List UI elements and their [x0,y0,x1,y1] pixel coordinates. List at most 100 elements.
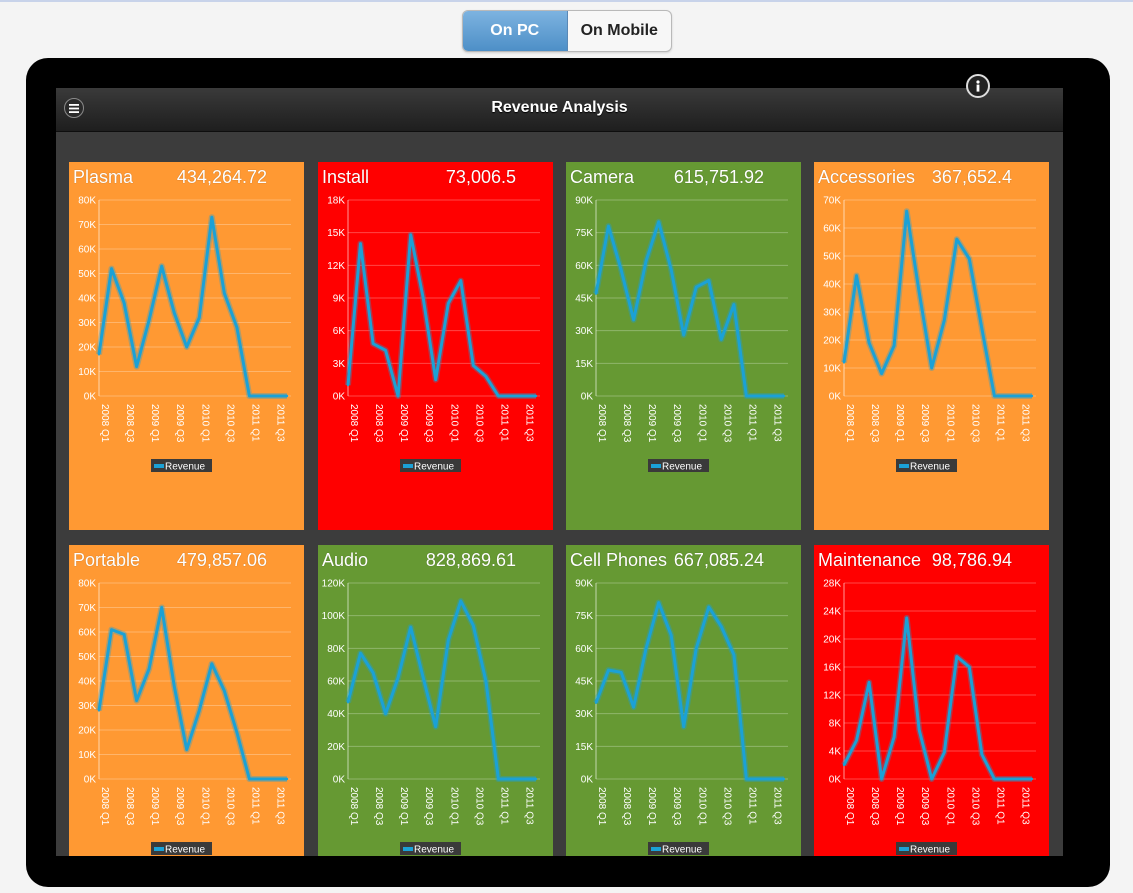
kpi-tile-cell-phones[interactable]: Cell Phones 667,085.24 0K 15K 30K 45K 60K 75K 90… [566,545,801,856]
data-point [434,378,437,381]
data-point [409,233,412,237]
data-point [1018,394,1021,398]
y-tick-label: 40K [78,294,96,305]
x-tick-label: 2010 Q3 [969,404,980,443]
tile-title: Maintenance [818,550,922,570]
y-tick-label: 15K [575,359,593,370]
data-point [905,616,908,620]
data-point [346,383,350,387]
y-tick-label: 75K [575,228,593,239]
data-point [384,712,387,715]
series-line-revenue [97,606,287,781]
data-point [930,366,933,370]
data-point [707,279,710,282]
x-tick-label: 2009 Q1 [398,404,409,443]
data-point [695,647,698,650]
x-tick-label: 2011 Q1 [498,404,509,442]
info-icon[interactable] [966,74,990,98]
y-tick-label: 75K [575,611,593,622]
y-tick-label: 20K [78,343,96,354]
data-point [160,606,163,609]
data-point [905,210,908,213]
legend-label: Revenue [662,462,702,473]
data-point [122,633,126,636]
y-tick-label: 60K [78,245,96,256]
menu-icon[interactable] [64,98,84,118]
data-point [248,777,251,781]
kpi-tile-audio[interactable]: Audio 828,869.61 0K 20K 40K 60K 80K 100K 120K 200… [318,545,553,856]
series-line-revenue [594,601,784,781]
revenue-line-chart: 0K 20K 40K 60K 80K 100K 120K 2008 Q1 2008 Q3 2009… [322,579,540,856]
y-tick-label: 0K [581,775,594,786]
data-point [930,777,933,781]
x-tick-label: 2009 Q1 [149,787,160,826]
kpi-tile-maintenance[interactable]: Maintenance 98,786.94 0K 4K 8K 12K 16K 20K 24K 28… [814,545,1049,856]
y-tick-label: 12K [327,261,345,272]
x-tick-label: 2011 Q1 [498,787,509,825]
x-tick-label: 2008 Q3 [621,787,632,826]
data-point [185,345,188,349]
tile-title: Install [322,167,370,187]
chart-legend: Revenue [151,842,212,856]
data-point [472,364,475,367]
x-tick-label: 2008 Q3 [124,404,135,443]
data-point [422,296,425,300]
on-mobile-button[interactable]: On Mobile [580,22,658,39]
x-tick-label: 2009 Q3 [919,787,930,826]
x-tick-label: 2010 Q1 [944,787,955,826]
legend-label: Revenue [662,845,702,856]
tile-total: 479,857.06 [176,550,267,570]
kpi-tile-portable[interactable]: Portable 479,857.06 0K 10K 20K 30K 40K 50K 60K 70… [69,545,304,856]
app-header: Revenue Analysis [56,88,1063,132]
x-tick-label: 2011 Q3 [523,404,534,442]
legend-swatch [403,847,413,851]
data-point [235,731,239,734]
chart-legend: Revenue [151,459,212,473]
data-point [484,375,488,378]
data-point [968,257,971,260]
kpi-tile-camera[interactable]: Camera 615,751.92 0K 15K 30K 45K 60K 75K 90K 2008… [566,162,801,530]
data-point [147,318,151,322]
x-tick-label: 2009 Q3 [174,787,185,826]
y-tick-label: 15K [575,742,593,753]
revenue-line-chart: 0K 3K 6K 9K 12K 15K 18K 2008 Q1 2008 Q3 2009 Q1 20… [327,196,540,473]
y-tick-label: 6K [333,326,346,337]
y-tick-label: 40K [78,677,96,688]
data-point [1030,777,1034,781]
y-tick-label: 0K [84,775,97,786]
data-point [185,748,188,751]
x-tick-label: 2010 Q3 [224,787,235,826]
data-point [223,291,226,295]
series-line-revenue [842,616,1032,781]
data-point [248,394,251,398]
data-point [434,725,437,728]
kpi-tile-plasma[interactable]: Plasma 434,264.72 0K 10K 20K 30K 40K 50K 60K 70K 8… [69,162,304,530]
legend-label: Revenue [165,462,205,473]
data-point [273,394,276,398]
data-point [384,349,387,352]
y-tick-label: 90K [575,196,593,207]
data-point [955,655,958,658]
x-tick-label: 2010 Q1 [199,404,210,443]
x-tick-label: 2009 Q3 [671,404,682,443]
kpi-tile-install[interactable]: Install 73,006.5 0K 3K 6K 9K 12K 15K 18K 2008 Q1 2… [318,162,553,530]
x-tick-label: 2011 Q3 [771,404,782,442]
data-point [1005,777,1009,781]
x-tick-label: 2008 Q3 [373,787,384,826]
y-tick-label: 10K [78,367,96,378]
data-point [892,344,896,347]
kpi-tile-accessories[interactable]: Accessories 367,652.4 0K 10K 20K 30K 40K 50K 60K… [814,162,1049,530]
data-point [644,259,648,263]
tile-total: 367,652.4 [931,167,1012,187]
view-toggle: On PC On Mobile [462,10,672,52]
series-line-revenue [842,209,1032,398]
data-point [842,763,846,767]
data-point [447,638,450,642]
on-pc-button[interactable]: On PC [463,11,568,51]
legend-label: Revenue [910,845,950,856]
data-point [682,725,685,728]
y-tick-label: 18K [327,196,345,207]
x-tick-label: 2010 Q1 [448,787,459,826]
tile-total: 73,006.5 [445,167,516,187]
tile-title: Portable [73,550,141,570]
